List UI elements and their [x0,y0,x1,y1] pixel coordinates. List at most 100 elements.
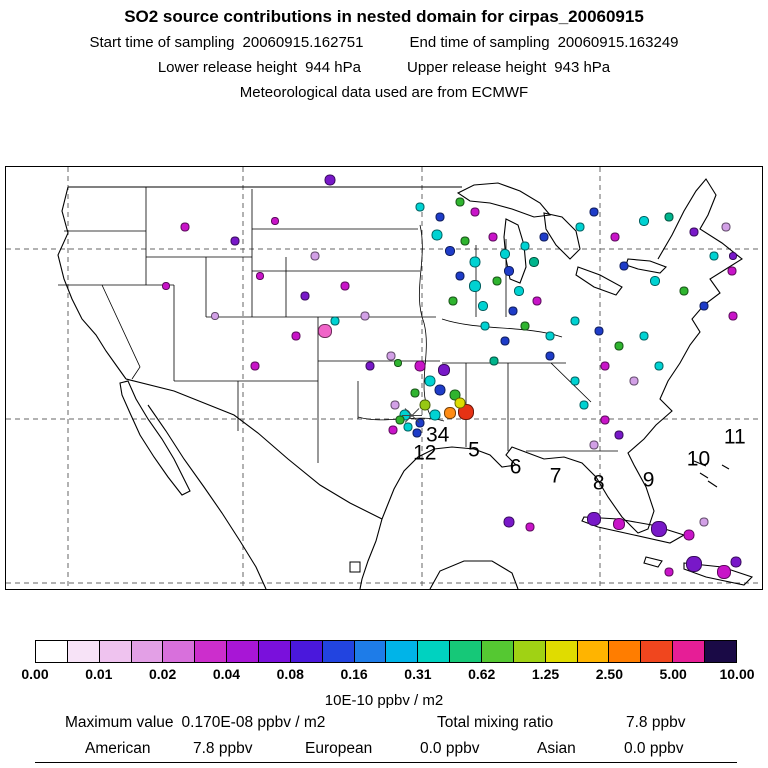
plume-blob [395,415,405,425]
colorbar-segment [386,641,419,662]
coastline-group [57,178,754,589]
plume-blob [271,217,280,226]
end-time-label: End time of sampling [409,34,550,51]
plume-blob [664,212,674,222]
plume-blob [386,351,396,361]
us-map [6,167,762,589]
plume-blob [575,222,585,231]
region-american-value: 7.8 ppbv [193,740,253,757]
plume-blob [211,311,220,320]
plume-blob [619,261,629,271]
plume-blob [727,266,737,276]
map-panel: 34 12 5 6 7 8 9 10 11 [5,166,763,590]
plume-blob [699,301,709,311]
sampling-times-line: Start time of sampling 20060915.162751 End… [0,34,768,51]
plume-blob [488,232,498,242]
max-value: 0.170E-08 ppbv / m2 [181,714,326,731]
plume-blob [570,376,579,386]
plume-blob [435,212,445,222]
plume-blob [300,291,310,301]
colorbar-segment [163,641,196,662]
plume-blob [683,529,695,541]
colorbar-segment [577,641,610,662]
colorbar-segment [450,641,483,662]
plume-blob [429,409,441,421]
total-mixing-label: Total mixing ratio [437,714,554,731]
total-mixing-value: 7.8 ppbv [626,714,686,731]
plume-blob [468,280,481,292]
plume-blob [438,364,451,377]
plume-blob [589,440,599,450]
colorbar-segment [36,641,68,662]
plume-blob [444,246,455,257]
plume-blob [594,326,604,336]
plume-blob [414,360,426,372]
plume-blob [664,567,674,577]
met-data-line: Meteorological data used are from ECMWF [239,84,529,101]
open-square-marker [349,561,361,573]
plume-blob [415,418,425,428]
plume-blob [545,331,555,341]
region-european-label: European [305,740,373,757]
colorbar-segment [482,641,514,662]
plume-blob [455,197,465,207]
plume-blob [579,400,589,410]
colorbar-segment [67,641,100,662]
plume-blob [460,236,470,246]
plume-blob [469,256,481,268]
plume-blob [514,286,525,297]
source-number-6: 6 [509,455,522,479]
plume-blob [709,251,719,261]
plume-blob [454,397,466,409]
plume-blob [291,331,301,341]
plume-blob [256,272,265,281]
colorbar-tick-label: 0.16 [340,666,368,682]
plume-blob [639,216,650,227]
plume-blob [613,518,626,531]
source-number-8: 8 [592,471,605,495]
region-european-value: 0.0 ppbv [420,740,480,757]
receptor-asterisk-marker [400,404,424,433]
colorbar-tick-label: 5.00 [659,666,687,682]
colorbar-segment [705,641,736,662]
colorbar-segment [227,641,260,662]
colorbar-tick-label: 0.62 [468,666,496,682]
plume-blob [587,512,602,527]
plume-blob [504,266,515,277]
region-asian-value: 0.0 ppbv [624,740,684,757]
plume-blob [410,388,420,398]
plume-blob [728,311,738,321]
plume-blob [717,565,732,580]
plume-blob [478,300,489,311]
max-value-line: Maximum value 0.170E-08 ppbv / m2 [65,714,325,732]
colorbar-segment [673,641,706,662]
plume-blob [614,341,624,351]
plume-blob [520,321,530,331]
plume-blob [340,281,350,291]
plume-blob [360,311,370,321]
plume-blob [649,276,660,287]
plume-blob [489,356,499,366]
plume-blob [230,236,240,246]
colorbar-segment [290,641,323,662]
plume-blob [415,202,425,212]
colorbar-segment [609,641,642,662]
colorbar-tick-label: 0.00 [21,666,49,682]
plume-blob [503,516,515,528]
upper-release-label: Upper release height [407,59,547,76]
plume-blob [570,316,579,326]
source-number-10: 10 [686,447,711,471]
source-number-34: 34 [425,423,450,447]
plume-blob [654,361,664,371]
region-american-label: American [85,740,151,757]
release-heights-line: Lower release height 944 hPa Upper release… [0,59,768,76]
colorbar-tick-label: 0.04 [212,666,241,682]
plume-blob [525,522,535,532]
lower-release-label: Lower release height [157,59,298,76]
plume-blob [180,222,190,231]
plume-blob [629,376,639,386]
plume-blob [424,375,436,387]
colorbar-segment [641,641,674,662]
colorbar-tick-label: 0.08 [276,666,304,682]
